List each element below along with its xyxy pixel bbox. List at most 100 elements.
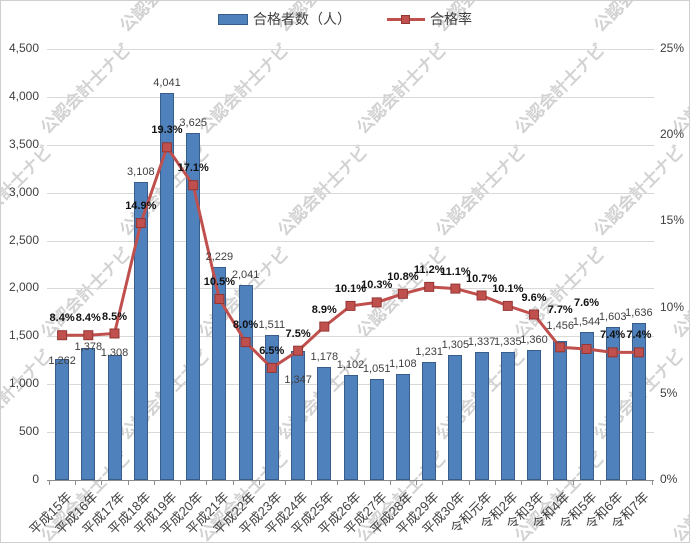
bar bbox=[212, 266, 227, 480]
bar-value-label: 4,041 bbox=[153, 77, 181, 89]
left-axis-tick-label: 2,000 bbox=[8, 280, 39, 295]
bar bbox=[448, 355, 463, 480]
pass-rate-marker bbox=[633, 347, 644, 358]
pass-rate-marker bbox=[214, 294, 225, 304]
left-axis-tick-label: 3,500 bbox=[8, 136, 39, 151]
gridline bbox=[47, 336, 654, 338]
bar-value-label: 1,456 bbox=[546, 319, 574, 332]
bar-value-label: 1,378 bbox=[74, 341, 103, 353]
left-axis-tick-label: 2,500 bbox=[8, 232, 39, 247]
x-axis-tick bbox=[547, 481, 549, 485]
pass-rate-label: 10.3% bbox=[361, 279, 393, 292]
right-axis-tick-label: 10% bbox=[660, 299, 685, 314]
line-marker-swatch-icon bbox=[387, 14, 425, 25]
x-axis-tick bbox=[180, 481, 182, 485]
pass-rate-label: 7.4% bbox=[600, 329, 626, 342]
bar bbox=[527, 349, 541, 480]
pass-rate-marker bbox=[266, 362, 277, 373]
bar-value-label: 1,178 bbox=[310, 351, 339, 364]
bar bbox=[133, 182, 148, 480]
pass-rate-label: 8.4% bbox=[75, 312, 101, 325]
bar bbox=[186, 132, 201, 480]
pass-rate-marker bbox=[424, 281, 435, 292]
bar-value-label: 2,041 bbox=[231, 268, 260, 281]
bar bbox=[500, 352, 515, 480]
pass-rate-marker bbox=[319, 321, 330, 332]
x-axis-tick bbox=[153, 481, 155, 485]
x-axis-tick bbox=[75, 481, 77, 485]
bar-value-label: 1,603 bbox=[598, 310, 627, 323]
left-axis-tick-label: 3,000 bbox=[8, 184, 39, 199]
bar bbox=[160, 93, 174, 480]
pass-rate-label: 8.4% bbox=[49, 312, 75, 325]
pass-rate-marker bbox=[450, 283, 461, 294]
pass-rate-label: 10.1% bbox=[492, 282, 524, 295]
pass-rate-marker bbox=[371, 297, 382, 308]
x-axis-tick bbox=[206, 481, 208, 485]
pass-rate-label: 17.1% bbox=[177, 162, 209, 175]
x-axis-tick bbox=[311, 481, 313, 485]
pass-rate-label: 14.9% bbox=[125, 200, 157, 213]
gridline bbox=[47, 240, 654, 242]
pass-rate-label: 11.2% bbox=[413, 263, 445, 276]
pass-rate-marker bbox=[476, 290, 487, 301]
x-axis-tick bbox=[363, 481, 365, 485]
gridline bbox=[47, 288, 654, 290]
pass-rate-label: 7.7% bbox=[547, 304, 573, 317]
bar-value-label: 1,102 bbox=[336, 358, 365, 371]
gridline bbox=[47, 192, 654, 194]
x-axis-tick bbox=[101, 481, 103, 485]
bar-value-label: 1,308 bbox=[100, 346, 129, 359]
pass-rate-marker bbox=[345, 300, 356, 311]
x-axis-line bbox=[47, 480, 654, 481]
bar-value-label: 1,051 bbox=[362, 363, 391, 376]
bar bbox=[395, 373, 410, 480]
bar bbox=[605, 326, 620, 480]
x-axis-tick bbox=[232, 481, 234, 485]
bar bbox=[107, 354, 122, 480]
right-axis-tick-label: 20% bbox=[660, 127, 685, 142]
pass-rate-label: 10.7% bbox=[465, 272, 498, 285]
pass-rate-label: 7.6% bbox=[573, 297, 600, 309]
pass-rate-marker bbox=[162, 142, 172, 153]
bar bbox=[474, 351, 489, 480]
bar bbox=[422, 362, 437, 480]
bar bbox=[369, 379, 384, 480]
line-swatch-marker bbox=[401, 14, 410, 24]
pass-rate-label: 8.9% bbox=[311, 303, 337, 316]
pass-rate-marker bbox=[188, 180, 199, 191]
pass-rate-marker bbox=[502, 300, 513, 311]
left-axis-tick-label: 1,500 bbox=[8, 328, 39, 343]
gridline bbox=[47, 49, 654, 50]
x-axis-tick bbox=[337, 481, 339, 485]
bar-value-label: 1,337 bbox=[467, 335, 496, 348]
legend-item-pass-count: 合格者数（人） bbox=[218, 9, 351, 29]
bar-value-label: 1,335 bbox=[494, 336, 522, 349]
pass-rate-marker bbox=[83, 330, 94, 341]
pass-rate-marker bbox=[57, 330, 68, 341]
bar-value-label: 1,511 bbox=[258, 319, 286, 332]
pass-rate-label: 11.1% bbox=[440, 265, 471, 278]
bar-value-label: 1,305 bbox=[441, 339, 470, 351]
bar-value-label: 1,360 bbox=[520, 333, 548, 346]
legend-item-pass-rate: 合格率 bbox=[387, 9, 472, 29]
x-axis-tick bbox=[416, 481, 417, 485]
pass-rate-marker bbox=[555, 342, 566, 353]
x-axis-tick bbox=[625, 481, 627, 485]
pass-rate-marker bbox=[135, 218, 146, 229]
left-axis-tick-label: 0 bbox=[32, 472, 39, 486]
pass-rate-marker bbox=[581, 344, 592, 354]
x-axis-tick bbox=[652, 481, 653, 485]
pass-rate-marker bbox=[109, 328, 120, 339]
bar bbox=[343, 374, 358, 480]
left-axis-tick-label: 4,500 bbox=[8, 41, 39, 55]
right-axis-tick-label: 5% bbox=[660, 385, 678, 400]
legend-label: 合格率 bbox=[430, 11, 472, 27]
gridline bbox=[47, 144, 654, 146]
pass-rate-marker bbox=[240, 337, 251, 348]
pass-rate-label: 10.8% bbox=[387, 270, 419, 283]
x-axis-tick bbox=[468, 481, 470, 485]
